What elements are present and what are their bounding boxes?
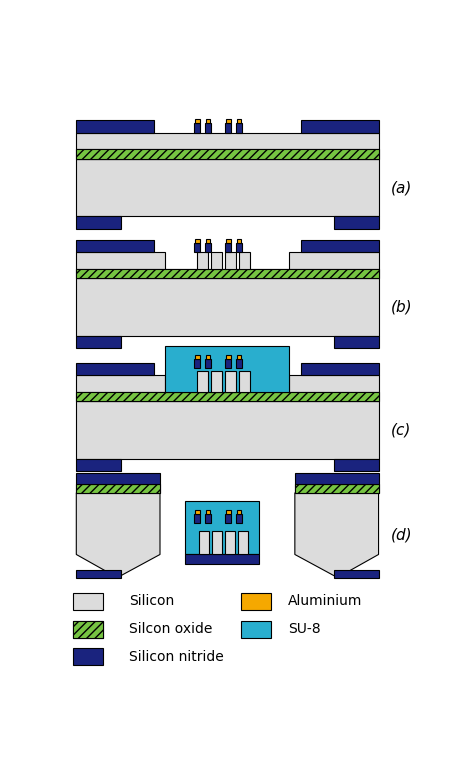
Bar — [185, 555, 259, 563]
Bar — [185, 500, 259, 555]
Bar — [225, 252, 236, 269]
Bar — [76, 392, 379, 401]
Bar — [76, 269, 379, 278]
Text: Silicon: Silicon — [129, 594, 174, 608]
Bar — [237, 120, 241, 124]
Bar — [73, 649, 103, 665]
Bar — [195, 510, 200, 514]
Bar — [76, 483, 160, 493]
Text: (d): (d) — [391, 528, 412, 542]
Text: (c): (c) — [391, 423, 411, 437]
Bar — [206, 510, 210, 514]
Text: SU-8: SU-8 — [288, 622, 320, 636]
Polygon shape — [76, 493, 160, 577]
Bar — [237, 239, 241, 242]
Bar — [76, 120, 154, 133]
Bar — [76, 133, 379, 149]
Bar — [295, 483, 379, 493]
Bar — [195, 355, 200, 359]
Bar — [334, 336, 379, 348]
Text: (b): (b) — [391, 299, 412, 315]
Bar — [211, 371, 222, 392]
Bar — [241, 621, 271, 638]
Bar — [195, 120, 200, 124]
Bar — [194, 514, 201, 523]
Bar — [295, 483, 379, 493]
Bar — [194, 124, 201, 133]
Bar — [225, 242, 231, 252]
Bar — [195, 239, 200, 242]
Bar — [290, 252, 379, 269]
Bar — [199, 531, 209, 555]
Bar — [76, 159, 379, 217]
Bar — [226, 510, 230, 514]
Bar — [197, 371, 208, 392]
Bar — [334, 217, 379, 228]
Bar — [76, 149, 379, 159]
Bar — [301, 363, 379, 375]
Bar — [236, 359, 242, 368]
Bar — [236, 514, 242, 523]
Bar — [225, 359, 231, 368]
Bar — [212, 531, 222, 555]
Bar — [165, 346, 290, 392]
Bar — [76, 336, 121, 348]
Bar — [76, 239, 154, 252]
Bar — [206, 239, 210, 242]
Bar — [334, 459, 379, 472]
Bar — [225, 531, 235, 555]
Bar — [225, 514, 231, 523]
Bar — [239, 371, 250, 392]
Bar — [76, 149, 379, 159]
Bar — [225, 371, 236, 392]
Bar — [237, 355, 241, 359]
Bar — [295, 473, 379, 483]
Bar — [206, 120, 210, 124]
Bar — [73, 621, 103, 638]
Bar — [73, 593, 103, 610]
Bar — [76, 483, 160, 493]
Bar — [290, 375, 379, 392]
Bar — [73, 621, 103, 638]
Text: Silicon nitride: Silicon nitride — [129, 650, 224, 664]
Bar — [76, 392, 379, 401]
Bar — [241, 593, 271, 610]
Bar — [205, 242, 211, 252]
Bar — [301, 120, 379, 133]
Bar — [194, 359, 201, 368]
Bar — [334, 570, 379, 577]
Bar — [301, 239, 379, 252]
Bar — [76, 459, 121, 472]
Bar — [197, 252, 208, 269]
Bar — [76, 363, 154, 375]
Bar — [76, 570, 121, 577]
Bar — [226, 239, 230, 242]
Bar — [205, 514, 211, 523]
Bar — [237, 510, 241, 514]
Bar — [225, 124, 231, 133]
Bar — [206, 355, 210, 359]
Polygon shape — [295, 493, 379, 577]
Bar — [205, 124, 211, 133]
Bar — [76, 278, 379, 336]
Bar — [226, 355, 230, 359]
Bar — [238, 531, 248, 555]
Bar — [226, 120, 230, 124]
Bar — [205, 359, 211, 368]
Bar — [194, 242, 201, 252]
Bar — [76, 217, 121, 228]
Bar — [76, 401, 379, 459]
Bar — [76, 375, 165, 392]
Text: Silcon oxide: Silcon oxide — [129, 622, 212, 636]
Text: Aluminium: Aluminium — [288, 594, 362, 608]
Bar — [76, 473, 160, 483]
Bar — [239, 252, 250, 269]
Text: (a): (a) — [391, 180, 412, 195]
Bar — [236, 242, 242, 252]
Bar — [236, 124, 242, 133]
Bar — [76, 269, 379, 278]
Bar — [211, 252, 222, 269]
Bar — [76, 252, 165, 269]
